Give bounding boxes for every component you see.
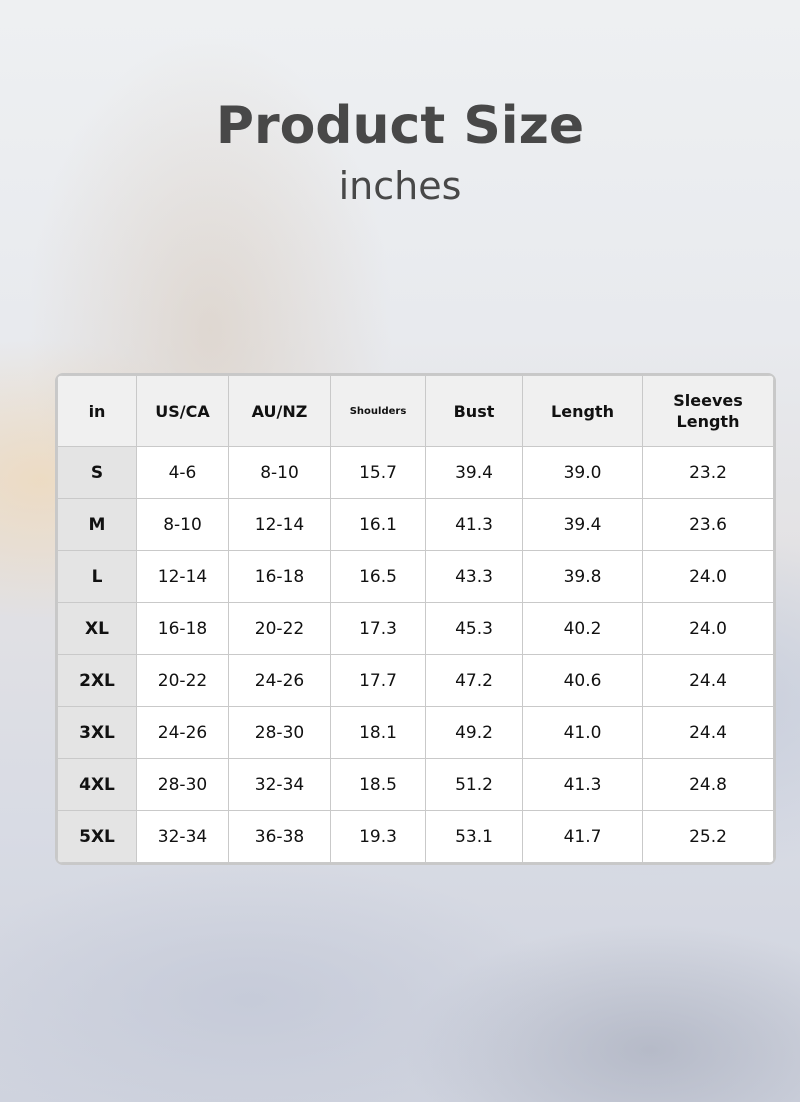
table-cell: 39.0 <box>522 446 643 499</box>
table-cell: 24.0 <box>642 550 774 603</box>
table-cell: 8-10 <box>228 446 331 499</box>
size-label: L <box>57 550 137 603</box>
table-cell: 39.4 <box>425 446 523 499</box>
table-cell: 49.2 <box>425 706 523 759</box>
column-header: Bust <box>425 375 523 447</box>
table-row: M 8-10 12-14 16.1 41.3 39.4 23.6 <box>57 498 774 551</box>
table-cell: 40.6 <box>522 654 643 707</box>
table-cell: 16.1 <box>330 498 426 551</box>
table-cell: 18.5 <box>330 758 426 811</box>
table-cell: 41.3 <box>425 498 523 551</box>
table-cell: 40.2 <box>522 602 643 655</box>
table-cell: 24.8 <box>642 758 774 811</box>
table-cell: 47.2 <box>425 654 523 707</box>
table-cell: 20-22 <box>228 602 331 655</box>
table-cell: 23.6 <box>642 498 774 551</box>
column-header: Length <box>522 375 643 447</box>
size-label: S <box>57 446 137 499</box>
size-label: M <box>57 498 137 551</box>
table-cell: 32-34 <box>136 810 229 863</box>
table-cell: 24.4 <box>642 706 774 759</box>
table-cell: 18.1 <box>330 706 426 759</box>
table-cell: 28-30 <box>136 758 229 811</box>
table-cell: 41.3 <box>522 758 643 811</box>
table-cell: 41.7 <box>522 810 643 863</box>
table-cell: 45.3 <box>425 602 523 655</box>
size-table: in US/CA AU/NZ Shoulders Bust Length Sleeves L… <box>57 375 774 863</box>
table-cell: 23.2 <box>642 446 774 499</box>
size-label: 5XL <box>57 810 137 863</box>
size-label: 2XL <box>57 654 137 707</box>
table-row: S 4-6 8-10 15.7 39.4 39.0 23.2 <box>57 446 774 499</box>
table-cell: 16-18 <box>228 550 331 603</box>
table-cell: 39.8 <box>522 550 643 603</box>
column-header: in <box>57 375 137 447</box>
table-cell: 4-6 <box>136 446 229 499</box>
table-cell: 24-26 <box>228 654 331 707</box>
table-cell: 32-34 <box>228 758 331 811</box>
column-header: AU/NZ <box>228 375 331 447</box>
size-label: 4XL <box>57 758 137 811</box>
table-cell: 17.7 <box>330 654 426 707</box>
table-cell: 19.3 <box>330 810 426 863</box>
table-row: L 12-14 16-18 16.5 43.3 39.8 24.0 <box>57 550 774 603</box>
column-header: US/CA <box>136 375 229 447</box>
table-cell: 39.4 <box>522 498 643 551</box>
table-cell: 15.7 <box>330 446 426 499</box>
table-row: 2XL 20-22 24-26 17.7 47.2 40.6 24.4 <box>57 654 774 707</box>
unit-subtitle: inches <box>338 164 462 208</box>
size-label: XL <box>57 602 137 655</box>
table-cell: 41.0 <box>522 706 643 759</box>
table-cell: 24-26 <box>136 706 229 759</box>
table-cell: 17.3 <box>330 602 426 655</box>
table-cell: 16.5 <box>330 550 426 603</box>
table-cell: 43.3 <box>425 550 523 603</box>
table-cell: 24.0 <box>642 602 774 655</box>
table-cell: 25.2 <box>642 810 774 863</box>
table-cell: 36-38 <box>228 810 331 863</box>
table-cell: 51.2 <box>425 758 523 811</box>
column-header: Sleeves Length <box>642 375 774 447</box>
column-header: Shoulders <box>330 375 426 447</box>
table-cell: 28-30 <box>228 706 331 759</box>
table-cell: 16-18 <box>136 602 229 655</box>
header-row: in US/CA AU/NZ Shoulders Bust Length Sleeves L… <box>57 375 774 447</box>
table-row: 4XL 28-30 32-34 18.5 51.2 41.3 24.8 <box>57 758 774 811</box>
table-row: 5XL 32-34 36-38 19.3 53.1 41.7 25.2 <box>57 810 774 863</box>
size-label: 3XL <box>57 706 137 759</box>
table-cell: 53.1 <box>425 810 523 863</box>
table-cell: 8-10 <box>136 498 229 551</box>
table-cell: 12-14 <box>228 498 331 551</box>
table-cell: 12-14 <box>136 550 229 603</box>
page-title: Product Size <box>215 96 585 156</box>
table-cell: 20-22 <box>136 654 229 707</box>
table-cell: 24.4 <box>642 654 774 707</box>
table-row: 3XL 24-26 28-30 18.1 49.2 41.0 24.4 <box>57 706 774 759</box>
table-row: XL 16-18 20-22 17.3 45.3 40.2 24.0 <box>57 602 774 655</box>
